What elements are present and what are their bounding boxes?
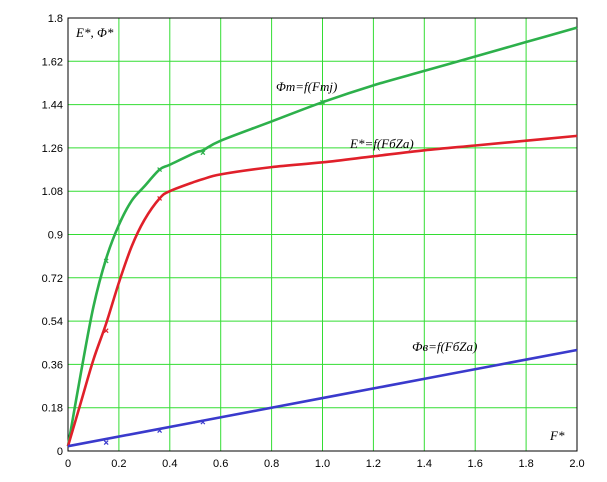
data-point-marker: [157, 428, 163, 433]
x-tick-label: 0: [65, 458, 71, 470]
y-tick-label: 0.36: [42, 359, 63, 371]
y-tick-label: 1.8: [48, 13, 63, 25]
x-ticks: 0 0.2 0.4 0.6 0.8 1.0 1.2 1.4 1.6 1.8 2.0: [65, 458, 585, 470]
grid: [68, 18, 577, 451]
series-group: [66, 26, 578, 448]
x-tick-label: 1.6: [468, 458, 483, 470]
y-tick-label: 1.26: [42, 143, 63, 155]
series-line-phi-v: [67, 348, 578, 448]
y-tick-label: 0.9: [48, 230, 63, 242]
x-tick-label: 2.0: [569, 458, 584, 470]
data-point-marker: [320, 99, 325, 105]
x-tick-label: 1.0: [315, 458, 330, 470]
data-point-marker: [157, 167, 163, 172]
data-point-marker: [200, 150, 206, 156]
y-ticks: 0 0.18 0.36 0.54 0.72 0.9 1.08 1.26 1.44 1.62 1.8: [42, 13, 63, 458]
series-line-e-star: [66, 134, 578, 447]
x-tick-label: 1.4: [417, 458, 432, 470]
series-label-phi-m: Φm=f(Fmj): [276, 79, 337, 94]
y-axis-label: E*, Φ*: [75, 25, 114, 40]
x-tick-label: 1.2: [366, 458, 381, 470]
y-tick-label: 0: [57, 446, 63, 458]
data-point-marker: [103, 258, 109, 264]
series-label-e-star: E*=f(FбZа): [349, 136, 414, 151]
data-point-marker: [200, 419, 206, 425]
x-tick-label: 0.6: [213, 458, 228, 470]
plot-frame: [67, 17, 578, 452]
x-tick-label: 0.4: [162, 458, 177, 470]
series-label-phi-v: Фв=f(FбZа): [412, 339, 477, 354]
x-tick-label: 0.2: [111, 458, 126, 470]
data-point-marker: [103, 440, 109, 446]
data-point-marker: [103, 328, 109, 334]
y-tick-label: 1.62: [42, 56, 63, 68]
x-axis-label: F*: [549, 428, 565, 443]
y-tick-label: 1.08: [42, 186, 63, 198]
y-tick-label: 0.18: [42, 403, 63, 415]
data-point-marker: [157, 195, 163, 201]
y-tick-label: 0.54: [42, 316, 63, 328]
x-tick-label: 1.8: [518, 458, 533, 470]
y-tick-label: 0.72: [42, 273, 63, 285]
x-tick-label: 0.8: [264, 458, 279, 470]
y-tick-label: 1.44: [42, 100, 63, 112]
